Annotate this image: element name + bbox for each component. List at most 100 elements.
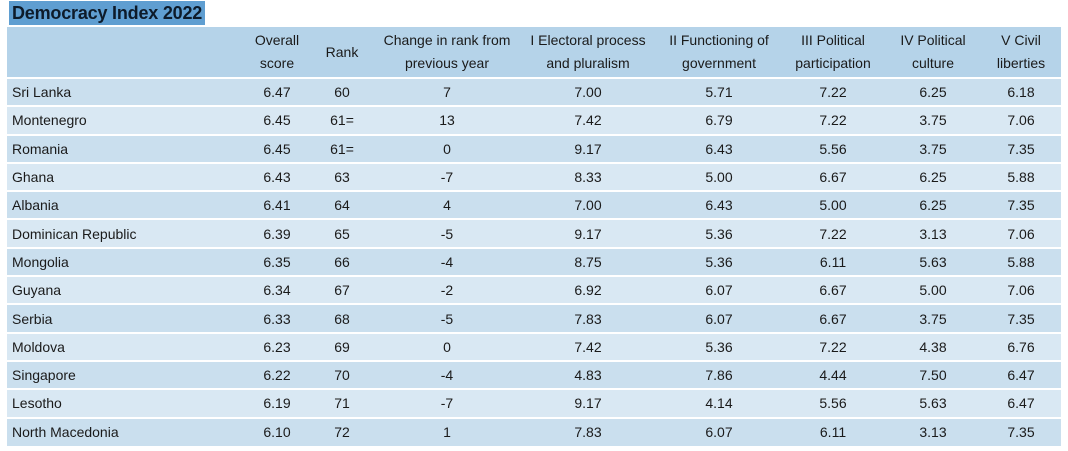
cell-overall-score: 6.19	[245, 388, 309, 418]
cell-political-culture: 6.25	[885, 161, 981, 192]
cell-change-in-rank: 0	[375, 133, 519, 163]
cell-political-participation: 6.11	[781, 416, 885, 446]
cell-country: North Macedonia	[7, 416, 245, 446]
cell-country: Montenegro	[7, 105, 245, 135]
cell-change-in-rank: 7	[375, 76, 519, 107]
cell-change-in-rank: 13	[375, 105, 519, 135]
cell-change-in-rank: -7	[375, 388, 519, 418]
cell-functioning-of-government: 6.07	[657, 303, 781, 333]
cell-political-participation: 6.11	[781, 246, 885, 277]
cell-overall-score: 6.34	[245, 275, 309, 305]
cell-political-participation: 5.56	[781, 133, 885, 163]
cell-electoral-process: 4.83	[519, 359, 657, 390]
cell-functioning-of-government: 5.36	[657, 331, 781, 361]
cell-country: Dominican Republic	[7, 218, 245, 248]
cell-functioning-of-government: 6.07	[657, 416, 781, 446]
header-civil-liberties: V Civil liberties	[996, 32, 1046, 71]
cell-civil-liberties: 7.06	[981, 105, 1061, 135]
table-row: Lesotho 6.19 71 -7 9.17 4.14 5.56 5.63 6.47	[7, 388, 1061, 418]
cell-change-in-rank: -5	[375, 303, 519, 333]
cell-political-participation: 7.22	[781, 105, 885, 135]
cell-overall-score: 6.45	[245, 133, 309, 163]
cell-overall-score: 6.43	[245, 161, 309, 192]
cell-change-in-rank: -5	[375, 218, 519, 248]
header-row: Overall score Rank Change in rank from p…	[7, 27, 1061, 78]
cell-political-culture: 7.50	[885, 359, 981, 390]
cell-civil-liberties: 7.35	[981, 416, 1061, 446]
cell-civil-liberties: 7.06	[981, 275, 1061, 305]
cell-civil-liberties: 7.35	[981, 303, 1061, 333]
table-row: Moldova 6.23 69 0 7.42 5.36 7.22 4.38 6.76	[7, 331, 1061, 361]
cell-functioning-of-government: 5.36	[657, 218, 781, 248]
cell-rank: 60	[309, 76, 375, 107]
cell-country: Serbia	[7, 303, 245, 333]
header-political-culture: IV Political culture	[900, 32, 966, 71]
header-rank: Rank	[325, 43, 359, 60]
cell-civil-liberties: 6.76	[981, 331, 1061, 361]
cell-electoral-process: 7.42	[519, 331, 657, 361]
cell-electoral-process: 9.17	[519, 133, 657, 163]
cell-political-participation: 4.44	[781, 359, 885, 390]
header-political-participation: III Political participation	[795, 32, 871, 71]
cell-rank: 72	[309, 416, 375, 446]
cell-overall-score: 6.33	[245, 303, 309, 333]
cell-political-participation: 5.56	[781, 388, 885, 418]
cell-functioning-of-government: 6.07	[657, 275, 781, 305]
cell-rank: 70	[309, 359, 375, 390]
cell-functioning-of-government: 5.36	[657, 246, 781, 277]
cell-change-in-rank: -4	[375, 359, 519, 390]
cell-country: Singapore	[7, 359, 245, 390]
cell-country: Romania	[7, 133, 245, 163]
cell-overall-score: 6.22	[245, 359, 309, 390]
cell-electoral-process: 7.83	[519, 416, 657, 446]
cell-civil-liberties: 7.35	[981, 190, 1061, 220]
cell-political-culture: 3.13	[885, 416, 981, 446]
cell-functioning-of-government: 6.43	[657, 133, 781, 163]
cell-country: Ghana	[7, 161, 245, 192]
cell-civil-liberties: 5.88	[981, 161, 1061, 192]
cell-overall-score: 6.10	[245, 416, 309, 446]
table-row: Romania 6.45 61= 0 9.17 6.43 5.56 3.75 7.35	[7, 133, 1061, 163]
cell-overall-score: 6.45	[245, 105, 309, 135]
cell-overall-score: 6.23	[245, 331, 309, 361]
cell-country: Sri Lanka	[7, 76, 245, 107]
cell-overall-score: 6.39	[245, 218, 309, 248]
cell-electoral-process: 6.92	[519, 275, 657, 305]
table-row: Sri Lanka 6.47 60 7 7.00 5.71 7.22 6.25 6.18	[7, 76, 1061, 107]
cell-country: Moldova	[7, 331, 245, 361]
cell-political-culture: 5.63	[885, 388, 981, 418]
cell-political-culture: 6.25	[885, 76, 981, 107]
table-title: Democracy Index 2022	[9, 1, 206, 25]
cell-change-in-rank: -7	[375, 161, 519, 192]
table-body: Sri Lanka 6.47 60 7 7.00 5.71 7.22 6.25 6.18 Mont…	[7, 76, 1061, 446]
cell-rank: 68	[309, 303, 375, 333]
cell-political-participation: 7.22	[781, 218, 885, 248]
cell-overall-score: 6.41	[245, 190, 309, 220]
cell-functioning-of-government: 6.43	[657, 190, 781, 220]
cell-civil-liberties: 6.18	[981, 76, 1061, 107]
cell-political-culture: 5.00	[885, 275, 981, 305]
cell-rank: 67	[309, 275, 375, 305]
header-change-in-rank: Change in rank from previous year	[383, 32, 511, 71]
table-row: Ghana 6.43 63 -7 8.33 5.00 6.67 6.25 5.88	[7, 161, 1061, 192]
cell-political-participation: 7.22	[781, 76, 885, 107]
header-country	[7, 27, 245, 78]
table-row: Mongolia 6.35 66 -4 8.75 5.36 6.11 5.63 5.88	[7, 246, 1061, 277]
table-header: Overall score Rank Change in rank from p…	[7, 27, 1061, 78]
cell-rank: 66	[309, 246, 375, 277]
table-row: Serbia 6.33 68 -5 7.83 6.07 6.67 3.75 7.35	[7, 303, 1061, 333]
header-electoral-process: I Electoral process and pluralism	[530, 32, 646, 71]
cell-electoral-process: 9.17	[519, 388, 657, 418]
cell-political-culture: 3.75	[885, 105, 981, 135]
table-row: Singapore 6.22 70 -4 4.83 7.86 4.44 7.50 6.47	[7, 359, 1061, 390]
table-row: Montenegro 6.45 61= 13 7.42 6.79 7.22 3.75 7.06	[7, 105, 1061, 135]
cell-electoral-process: 8.33	[519, 161, 657, 192]
cell-civil-liberties: 6.47	[981, 359, 1061, 390]
cell-rank: 71	[309, 388, 375, 418]
cell-civil-liberties: 6.47	[981, 388, 1061, 418]
cell-country: Lesotho	[7, 388, 245, 418]
cell-civil-liberties: 7.35	[981, 133, 1061, 163]
cell-change-in-rank: 1	[375, 416, 519, 446]
cell-functioning-of-government: 6.79	[657, 105, 781, 135]
